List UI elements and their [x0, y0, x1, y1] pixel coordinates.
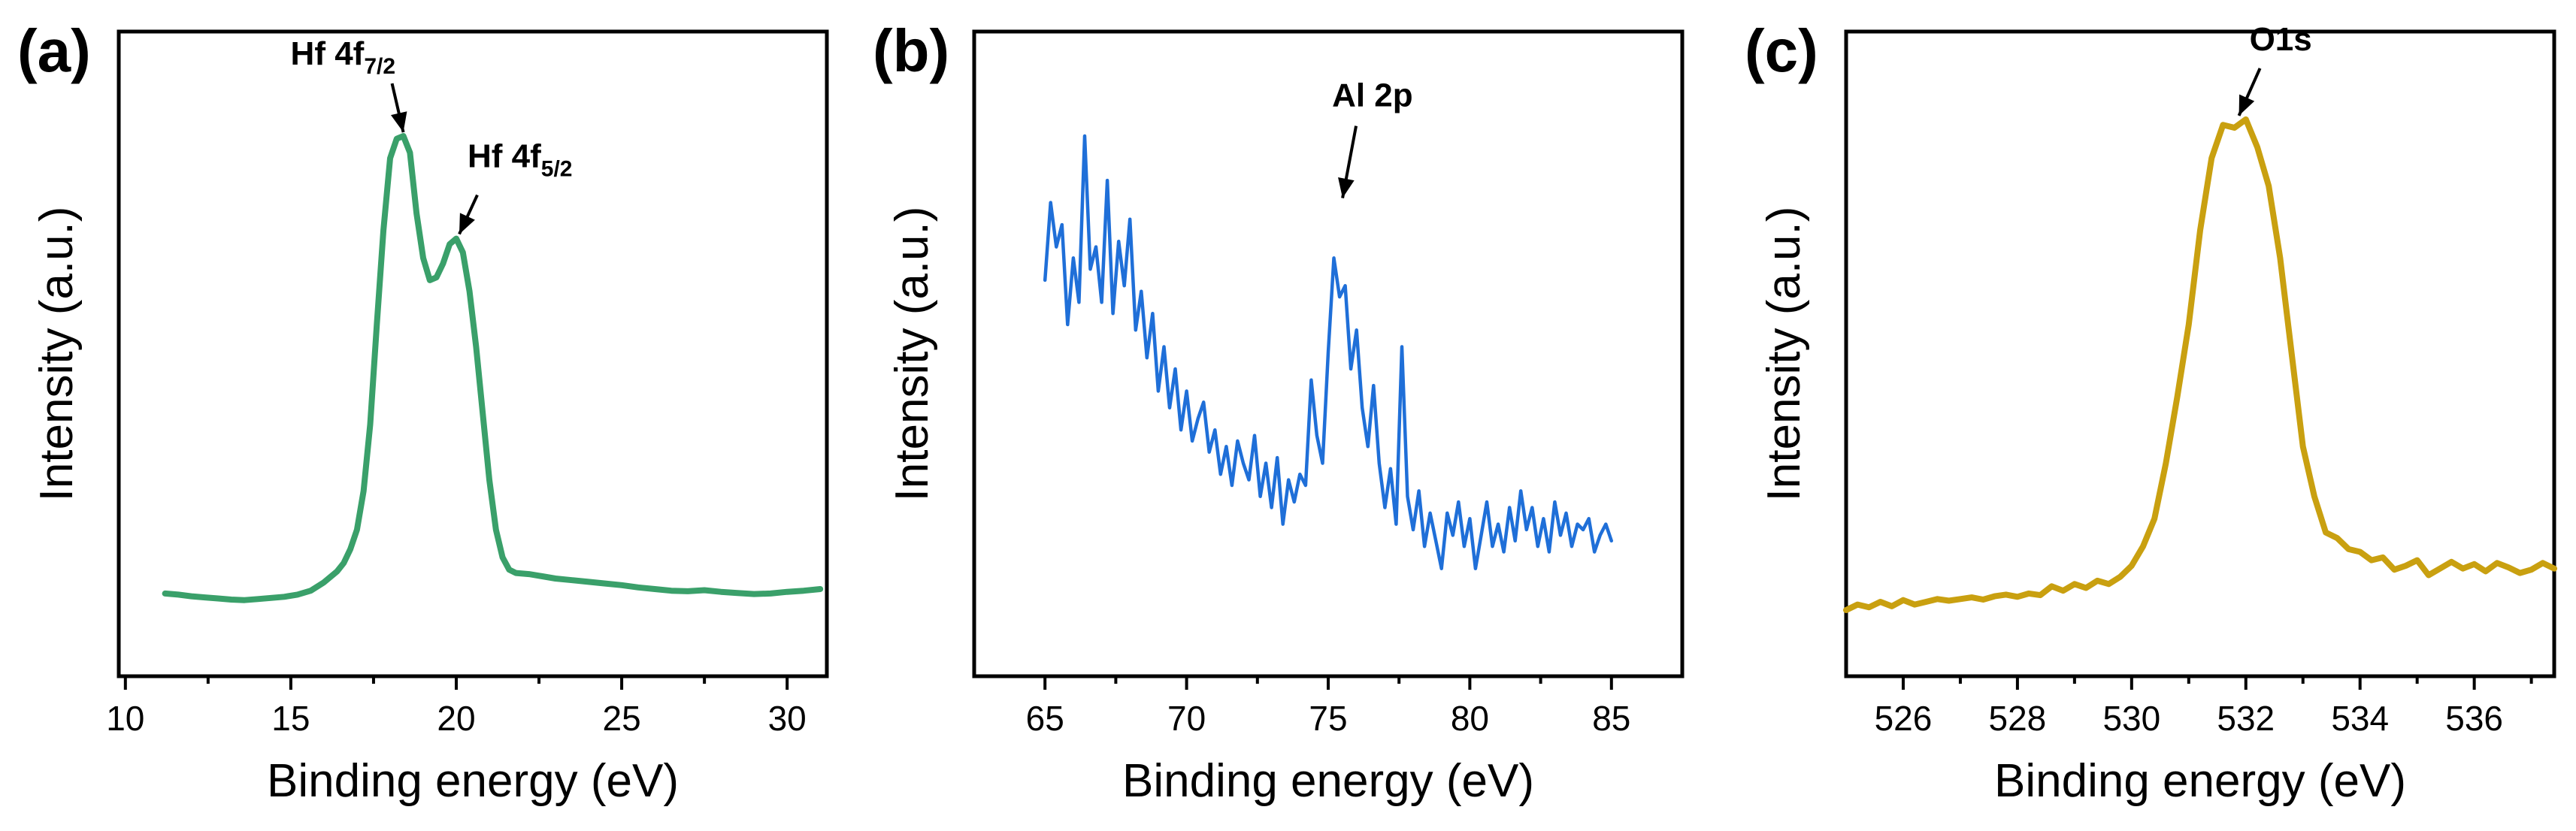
peak-annotation: Al 2p	[1332, 77, 1413, 114]
x-tick-label: 65	[1026, 699, 1064, 738]
x-tick-label: 25	[602, 699, 640, 738]
peak-annotation-subscript: 7/2	[364, 54, 395, 79]
x-tick-label: 530	[2102, 699, 2160, 738]
series-line	[162, 133, 824, 603]
x-axis-title: Binding energy (eV)	[267, 755, 679, 807]
x-tick-label: 70	[1167, 699, 1206, 738]
arrow-head-icon	[390, 111, 407, 133]
x-tick-label: 10	[106, 699, 144, 738]
arrow-head-icon	[2238, 94, 2255, 116]
x-tick-label: 526	[1875, 699, 1933, 738]
chart-panel-b: (b) 65 70 75 80 85 Binding energy (eV) Intensit…	[873, 17, 1685, 807]
arrow-head-icon	[459, 213, 475, 234]
x-axis-title: Binding energy (eV)	[1994, 755, 2406, 807]
chart-panel-c: (c) 526 528 530 532 534 536 Binding energy (eV)…	[1745, 17, 2557, 807]
x-tick-label: 30	[768, 699, 807, 738]
panel-label: (b)	[873, 17, 949, 84]
panel-label: (a)	[17, 17, 91, 84]
x-axis-title: Binding energy (eV)	[1122, 755, 1534, 807]
x-tick-label: 528	[1989, 699, 2047, 738]
y-axis-title: Intensity (a.u.)	[886, 207, 938, 502]
plot-frame	[1844, 29, 2556, 678]
x-tick-label: 15	[271, 699, 310, 738]
chart-panel-a: (a) 10 15 20 25 30 Binding energy (eV) Intensit…	[17, 17, 829, 807]
y-axis-title: Intensity (a.u.)	[1758, 207, 1810, 502]
x-tick-label: 534	[2331, 699, 2389, 738]
y-axis-title: Intensity (a.u.)	[31, 207, 83, 502]
peak-annotation: Hf 4f7/2	[291, 35, 396, 79]
series-line	[1843, 116, 2557, 613]
plot-frame	[117, 29, 829, 678]
peak-annotation-subscript: 5/2	[541, 157, 573, 182]
x-tick-label: 85	[1592, 699, 1630, 738]
peak-annotation: Hf 4f5/2	[468, 138, 573, 182]
x-tick-label: 80	[1451, 699, 1489, 738]
arrow-head-icon	[1338, 177, 1355, 198]
x-tick-label: 75	[1309, 699, 1347, 738]
series-line	[1043, 134, 1614, 570]
panel-label: (c)	[1745, 17, 1818, 84]
x-tick-label: 536	[2445, 699, 2503, 738]
x-tick-label: 20	[437, 699, 475, 738]
peak-annotation: O1s	[2250, 21, 2312, 58]
x-tick-label: 532	[2217, 699, 2275, 738]
